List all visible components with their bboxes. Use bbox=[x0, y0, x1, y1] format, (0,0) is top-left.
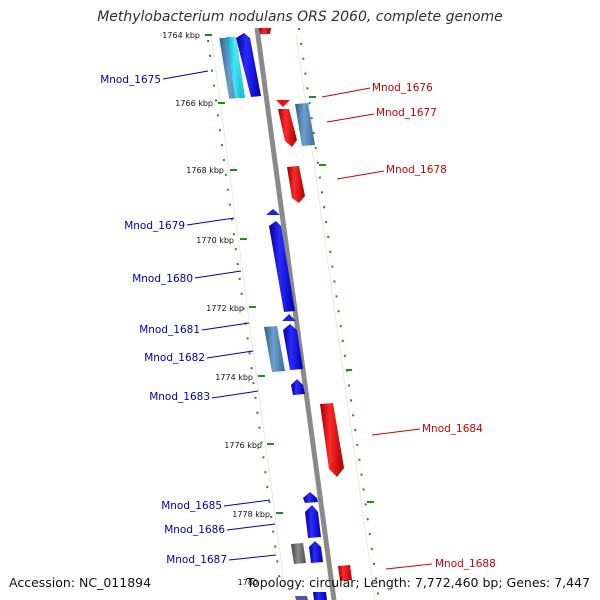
gene-bottom-fragment[interactable] bbox=[295, 596, 308, 600]
left-labels: Mnod_1675 Mnod_1679 Mnod_1680 Mnod_1681 … bbox=[100, 74, 227, 566]
right-leaders bbox=[321, 87, 433, 570]
gene-mnod-1688[interactable] bbox=[338, 565, 352, 581]
tick-label: 1766 kbp bbox=[175, 99, 213, 108]
tick-label: 1776 kbp bbox=[224, 441, 262, 450]
label-mnod-1677[interactable]: Mnod_1677 bbox=[376, 107, 437, 119]
gene-mnod-1685[interactable] bbox=[303, 492, 318, 503]
gene-mnod-1677-a[interactable] bbox=[278, 109, 297, 147]
gene-top-fragment[interactable] bbox=[259, 28, 271, 34]
tick-label: 1764 kbp bbox=[162, 31, 200, 40]
label-mnod-1682[interactable]: Mnod_1682 bbox=[144, 352, 205, 364]
gene-mnod-1686[interactable] bbox=[305, 505, 321, 538]
label-mnod-1681[interactable]: Mnod_1681 bbox=[139, 324, 200, 336]
gene-mnod-1682-a[interactable] bbox=[264, 326, 285, 372]
label-mnod-1679[interactable]: Mnod_1679 bbox=[124, 220, 185, 232]
right-labels: Mnod_1676 Mnod_1677 Mnod_1678 Mnod_1684 … bbox=[372, 82, 496, 570]
label-mnod-1686[interactable]: Mnod_1686 bbox=[164, 524, 225, 536]
tick-label: 1780 bbox=[238, 578, 258, 587]
gene-bottom-fragment-2[interactable] bbox=[313, 592, 327, 600]
left-leaders bbox=[162, 70, 277, 561]
gene-mnod-1675-b[interactable] bbox=[226, 37, 245, 98]
gene-mnod-1677-b[interactable] bbox=[295, 103, 315, 146]
gene-mnod-1675-c[interactable] bbox=[236, 33, 261, 97]
gene-mnod-1678[interactable] bbox=[287, 166, 305, 203]
genes-left bbox=[218, 33, 327, 600]
backbone-line bbox=[254, 27, 337, 600]
gene-mnod-1683[interactable] bbox=[291, 379, 305, 395]
tick-label: 1772 kbp bbox=[206, 304, 244, 313]
label-mnod-1676[interactable]: Mnod_1676 bbox=[372, 82, 433, 94]
gene-mnod-1676[interactable] bbox=[276, 100, 290, 107]
tick-label: 1778 kbp bbox=[232, 510, 270, 519]
gene-mnod-1684[interactable] bbox=[320, 403, 344, 477]
label-mnod-1685[interactable]: Mnod_1685 bbox=[161, 500, 222, 512]
tick-label: 1768 kbp bbox=[186, 166, 224, 175]
tick-label: 1770 kbp bbox=[196, 236, 234, 245]
gene-mnod-1680[interactable] bbox=[269, 221, 295, 312]
label-mnod-1678[interactable]: Mnod_1678 bbox=[386, 164, 447, 176]
label-mnod-1688[interactable]: Mnod_1688 bbox=[435, 558, 496, 570]
gene-mnod-1687-a[interactable] bbox=[291, 543, 306, 564]
gene-mnod-1679[interactable] bbox=[266, 209, 280, 215]
label-mnod-1687[interactable]: Mnod_1687 bbox=[166, 554, 227, 566]
gene-mnod-1681[interactable] bbox=[282, 314, 296, 321]
minor-ticks bbox=[309, 96, 374, 503]
inner-track-left bbox=[210, 33, 286, 591]
genes-right bbox=[259, 28, 352, 581]
topology-text: Topology: circular; Length: 7,772,460 bp… bbox=[246, 575, 590, 590]
map-title: Methylobacterium nodulans ORS 2060, comp… bbox=[97, 9, 503, 25]
gene-mnod-1682-b[interactable] bbox=[283, 324, 303, 370]
label-mnod-1680[interactable]: Mnod_1680 bbox=[132, 273, 193, 285]
gene-mnod-1687-b[interactable] bbox=[309, 541, 323, 563]
label-mnod-1683[interactable]: Mnod_1683 bbox=[149, 391, 210, 403]
accession-text: Accession: NC_011894 bbox=[9, 575, 152, 590]
tick-label: 1774 kbp bbox=[215, 373, 253, 382]
outer-track-right bbox=[298, 27, 380, 600]
kbp-ticks: 1764 kbp 1766 kbp 1768 kbp 1770 kbp 1772… bbox=[162, 31, 283, 587]
label-mnod-1675[interactable]: Mnod_1675 bbox=[100, 74, 161, 86]
label-mnod-1684[interactable]: Mnod_1684 bbox=[422, 423, 483, 435]
